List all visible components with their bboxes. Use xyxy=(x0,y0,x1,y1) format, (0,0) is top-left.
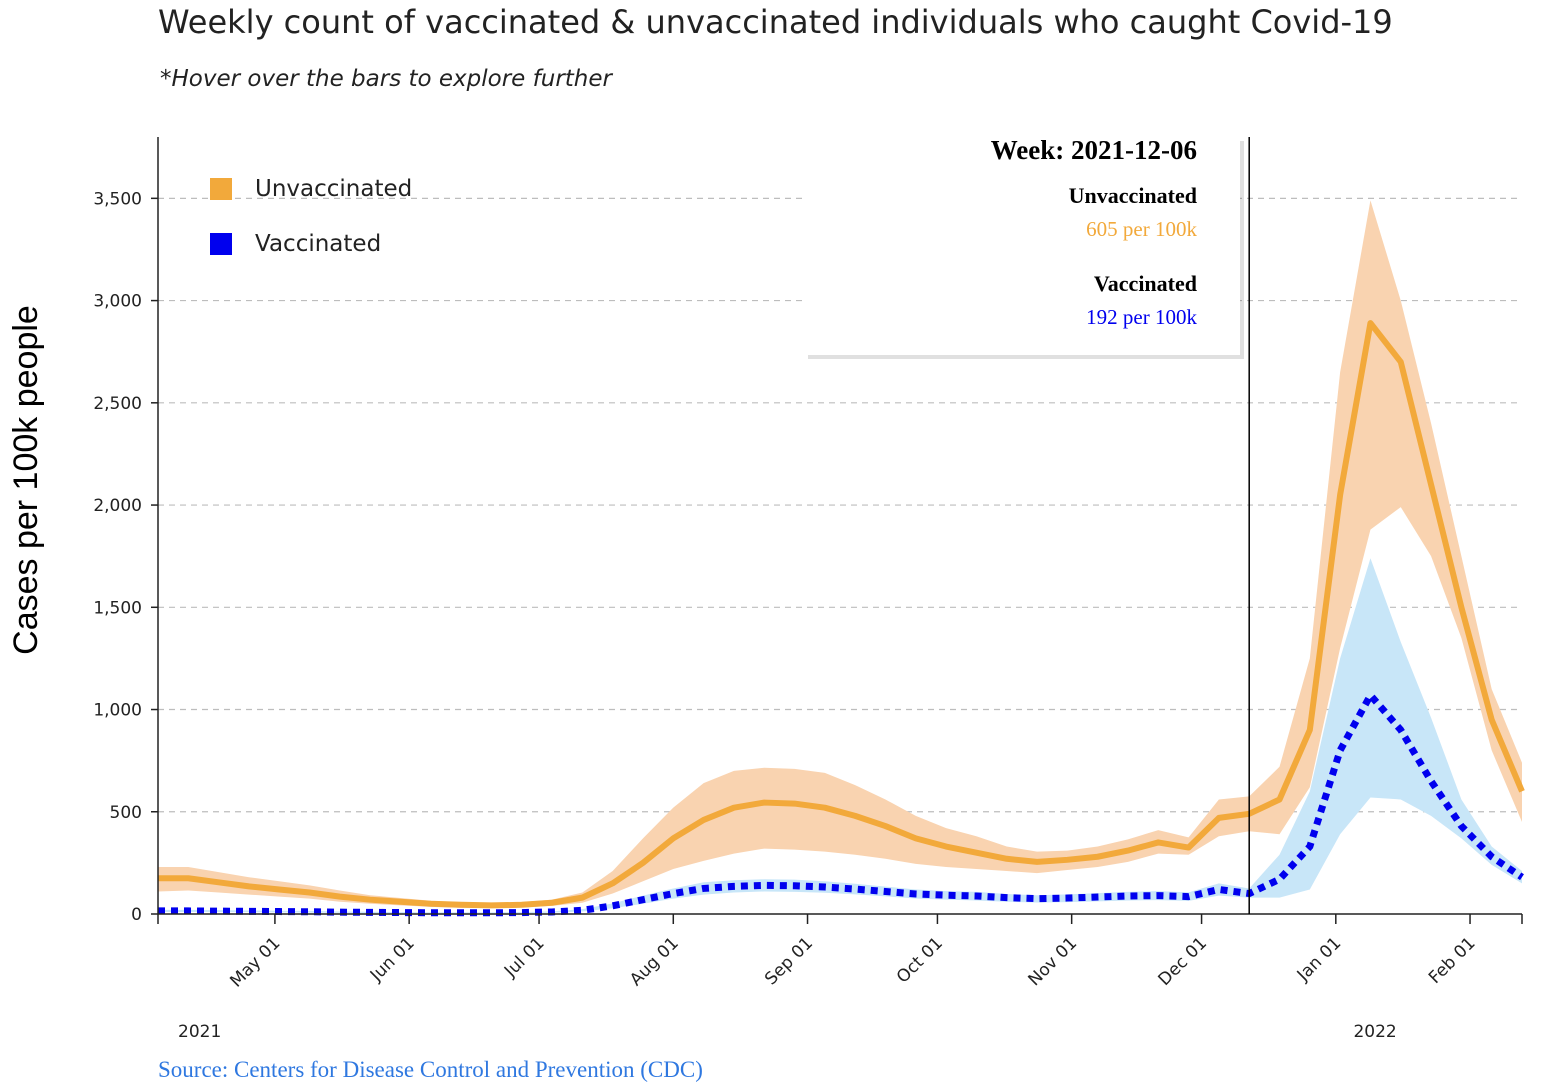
legend-vaccinated-swatch xyxy=(210,233,232,255)
x-tick-label: Nov 01 xyxy=(1024,933,1081,990)
hover-bar[interactable] xyxy=(416,137,446,914)
y-tick-label: 3,000 xyxy=(93,292,142,312)
hover-bar[interactable] xyxy=(173,137,203,914)
hover-bar[interactable] xyxy=(598,137,628,914)
hover-bar[interactable] xyxy=(658,137,688,914)
x-tick-label: May 01 xyxy=(226,933,284,991)
x-tick-label: Jan 01 xyxy=(1293,933,1346,986)
x-tick-label: Oct 01 xyxy=(893,933,947,987)
hover-bar[interactable] xyxy=(567,137,597,914)
year-label: 2022 xyxy=(1353,1022,1396,1042)
tooltip-vaccinated-value: 192 per 100k xyxy=(1086,305,1197,329)
y-tick-label: 0 xyxy=(131,905,142,925)
hover-bar[interactable] xyxy=(688,137,718,914)
y-tick-label: 1,000 xyxy=(93,701,142,721)
year-label: 2021 xyxy=(178,1022,221,1042)
tooltip-unvaccinated-label: Unvaccinated xyxy=(1069,183,1197,208)
series-lines xyxy=(158,320,1525,917)
hover-bar[interactable] xyxy=(1477,137,1507,914)
hover-bar[interactable] xyxy=(1295,137,1325,914)
chart-subtitle: *Hover over the bars to explore further xyxy=(160,66,614,92)
line-unvaccinated xyxy=(158,320,1525,909)
x-tick-label: Jul 01 xyxy=(500,933,548,981)
hover-bar[interactable] xyxy=(1416,137,1446,914)
tooltip: Week: 2021-12-06 Unvaccinated 605 per 10… xyxy=(802,135,1244,359)
band-unvaccinated xyxy=(158,200,1522,908)
legend-vaccinated-label: Vaccinated xyxy=(255,231,381,257)
y-tick-label: 500 xyxy=(110,803,142,823)
tooltip-vaccinated-label: Vaccinated xyxy=(1094,271,1197,296)
hover-bar[interactable] xyxy=(143,137,173,914)
tooltip-week: Week: 2021-12-06 xyxy=(991,135,1197,165)
x-tick-label: Aug 01 xyxy=(626,933,683,990)
confidence-bands xyxy=(158,200,1522,914)
x-tick-label: Feb 01 xyxy=(1425,933,1480,988)
x-tick-label: Sep 01 xyxy=(761,933,817,989)
y-axis-label: Cases per 100k people xyxy=(7,305,45,655)
line-vaccinated xyxy=(158,691,1524,917)
hover-bar[interactable] xyxy=(1355,137,1385,914)
hover-bar[interactable] xyxy=(749,137,779,914)
hover-bar[interactable] xyxy=(385,137,415,914)
hover-bar[interactable] xyxy=(1325,137,1355,914)
legend-unvaccinated-swatch xyxy=(210,178,232,200)
hover-bar[interactable] xyxy=(537,137,567,914)
legend: Unvaccinated Vaccinated xyxy=(210,176,412,257)
source-link[interactable]: Source: Centers for Disease Control and … xyxy=(158,1057,703,1082)
hover-bar[interactable] xyxy=(628,137,658,914)
y-tick-label: 2,500 xyxy=(93,394,142,414)
hover-bar[interactable] xyxy=(1386,137,1416,914)
hover-bar[interactable] xyxy=(476,137,506,914)
tooltip-unvaccinated-value: 605 per 100k xyxy=(1086,217,1197,241)
tooltip-box xyxy=(802,135,1240,355)
x-tick-label: Jun 01 xyxy=(366,933,419,986)
hover-bar[interactable] xyxy=(1264,137,1294,914)
hover-bar[interactable] xyxy=(1446,137,1476,914)
hover-bar[interactable] xyxy=(507,137,537,914)
hover-bar[interactable] xyxy=(446,137,476,914)
y-tick-label: 1,500 xyxy=(93,598,142,618)
legend-unvaccinated-label: Unvaccinated xyxy=(255,176,412,202)
chart-title: Weekly count of vaccinated & unvaccinate… xyxy=(158,3,1393,41)
y-tick-label: 3,500 xyxy=(93,189,142,209)
y-tick-label: 2,000 xyxy=(93,496,142,516)
x-tick-label: Dec 01 xyxy=(1155,933,1212,990)
hover-bar[interactable] xyxy=(1507,137,1537,914)
hover-bar[interactable] xyxy=(719,137,749,914)
